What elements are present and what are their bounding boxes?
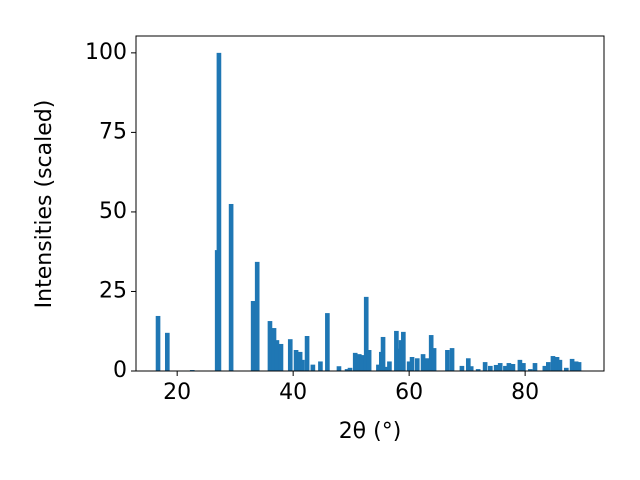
y-tick-label: 25 (99, 278, 127, 303)
bar (278, 343, 284, 371)
bar (482, 362, 488, 371)
bar (336, 366, 342, 371)
bar (414, 358, 420, 371)
bar (468, 366, 474, 371)
bar (532, 363, 538, 371)
bar (254, 261, 260, 371)
bar (521, 363, 526, 371)
bar (293, 350, 299, 371)
bar (557, 359, 563, 371)
x-tick-label: 80 (511, 380, 539, 405)
bar (300, 359, 305, 371)
bar (420, 354, 426, 371)
bar (445, 350, 450, 371)
y-tick-label: 50 (99, 199, 127, 224)
bar (506, 363, 512, 371)
bar (475, 369, 481, 371)
bar (409, 357, 415, 371)
bar (228, 203, 234, 371)
y-tick-label: 0 (113, 358, 127, 383)
x-tick-label: 20 (163, 380, 191, 405)
bar (347, 367, 353, 371)
bar (550, 356, 556, 371)
plot-frame (135, 35, 605, 372)
bar (216, 52, 222, 371)
y-tick-label: 75 (99, 119, 127, 144)
bar (310, 364, 316, 371)
y-axis-label: Intensities (scaled) (32, 100, 57, 309)
bar (576, 362, 582, 371)
bar (573, 361, 579, 371)
bar (465, 358, 471, 371)
bar (267, 321, 273, 371)
x-tick-label: 60 (395, 380, 423, 405)
bar (287, 339, 293, 371)
bar (318, 361, 323, 371)
bar (250, 301, 256, 371)
bar (406, 361, 412, 371)
bar (459, 365, 465, 371)
bar (325, 313, 330, 371)
bar (424, 358, 430, 371)
bar (493, 364, 499, 371)
bar (542, 365, 548, 371)
bar (387, 361, 392, 371)
x-tick-label: 40 (279, 380, 307, 405)
bar (376, 364, 381, 371)
bar (517, 359, 523, 371)
bar (155, 315, 161, 371)
bar (546, 362, 551, 371)
bar (359, 355, 365, 371)
bar (401, 331, 406, 371)
bar (394, 330, 399, 371)
bar (563, 367, 569, 371)
bar (363, 296, 369, 371)
bar (344, 369, 350, 371)
bar (366, 350, 372, 371)
bar (352, 352, 358, 371)
bar (164, 332, 170, 371)
bar (488, 365, 493, 371)
x-axis-label: 2θ (°) (339, 419, 402, 444)
bar (449, 348, 455, 371)
bar (554, 357, 560, 371)
bar (356, 354, 362, 371)
bar (510, 364, 516, 371)
bar (528, 369, 533, 371)
bar (497, 363, 503, 371)
bar (380, 336, 386, 371)
bar (431, 348, 437, 371)
y-tick-label: 100 (85, 40, 127, 65)
bar (271, 328, 277, 371)
bar (503, 365, 508, 371)
bar (274, 340, 280, 371)
bar (428, 335, 434, 371)
bar (304, 336, 310, 371)
bar (569, 358, 575, 371)
